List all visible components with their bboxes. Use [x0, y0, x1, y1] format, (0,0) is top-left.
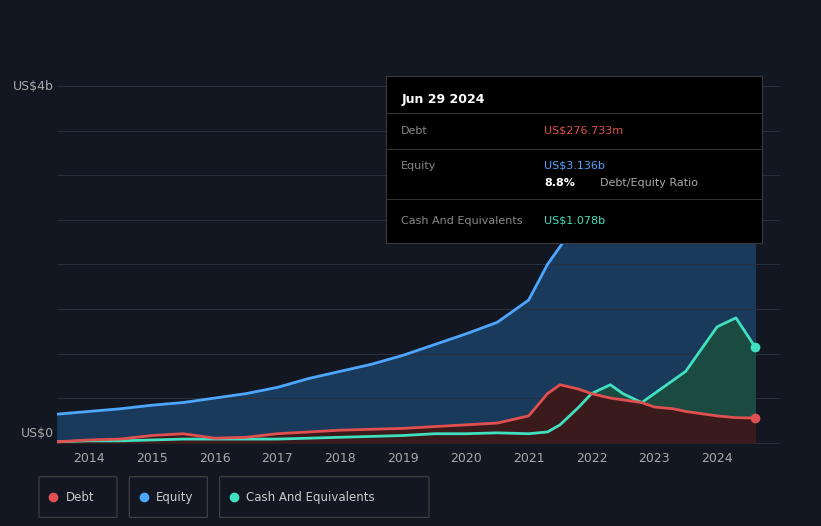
FancyBboxPatch shape [130, 477, 208, 518]
Text: Cash And Equivalents: Cash And Equivalents [246, 491, 375, 503]
Text: Cash And Equivalents: Cash And Equivalents [401, 216, 523, 226]
Text: Equity: Equity [156, 491, 194, 503]
Text: Debt: Debt [401, 126, 428, 136]
Text: Debt/Equity Ratio: Debt/Equity Ratio [600, 178, 699, 188]
FancyBboxPatch shape [220, 477, 429, 518]
FancyBboxPatch shape [39, 477, 117, 518]
Text: US$4b: US$4b [13, 80, 54, 93]
Text: Debt: Debt [66, 491, 94, 503]
Text: Jun 29 2024: Jun 29 2024 [401, 93, 484, 106]
Text: US$1.078b: US$1.078b [544, 216, 605, 226]
Text: 8.8%: 8.8% [544, 178, 575, 188]
Text: Equity: Equity [401, 161, 437, 171]
Text: US$3.136b: US$3.136b [544, 161, 605, 171]
Text: US$0: US$0 [21, 427, 54, 440]
Text: US$276.733m: US$276.733m [544, 126, 623, 136]
